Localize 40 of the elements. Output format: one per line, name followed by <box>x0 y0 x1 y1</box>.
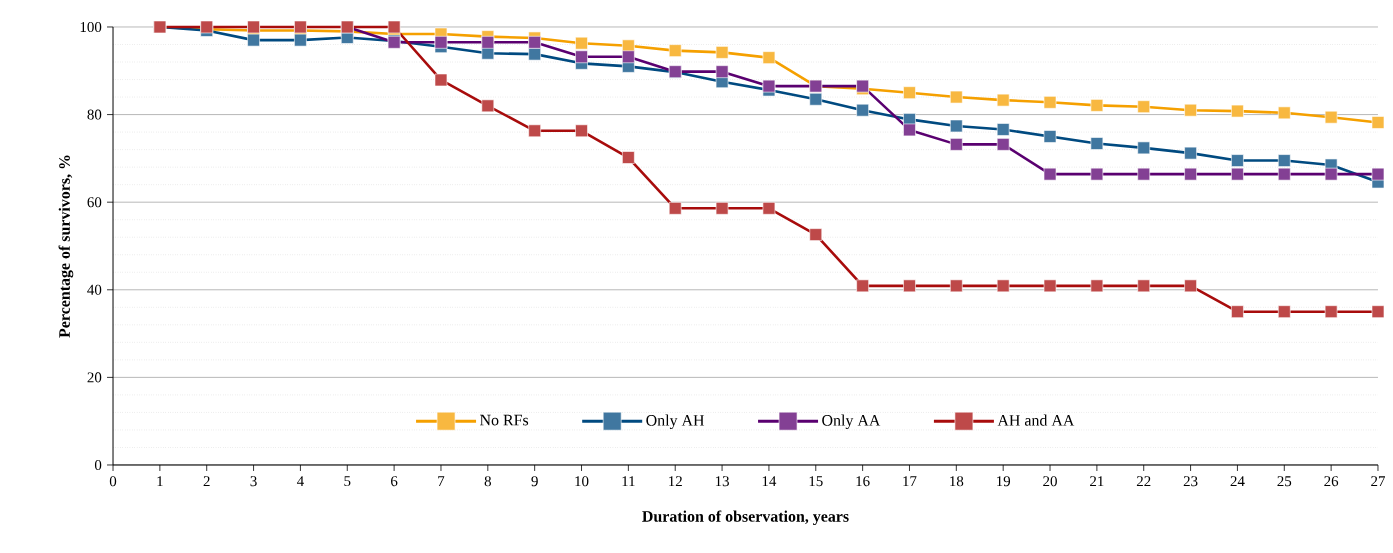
x-tick-label: 25 <box>1277 476 1292 487</box>
y-tick-label: 20 <box>87 372 102 383</box>
y-tick-label: 0 <box>94 459 102 471</box>
legend-label: Only AA <box>822 414 881 430</box>
x-tick-label: 23 <box>1183 476 1198 487</box>
x-tick-label: 19 <box>997 476 1011 487</box>
x-tick-label: 17 <box>903 476 917 487</box>
x-axis-title: Duration of observation, years <box>642 510 849 526</box>
legend-label: No RFs <box>480 414 529 426</box>
y-tick-label: 100 <box>80 21 102 33</box>
x-tick-label: 8 <box>484 476 491 487</box>
x-tick-label: 6 <box>391 476 398 487</box>
x-tick-label: 11 <box>622 476 635 487</box>
x-tick-label: 27 <box>1371 476 1386 487</box>
y-tick-label: 60 <box>87 197 102 208</box>
x-tick-label: 21 <box>1090 476 1104 487</box>
x-tick-label: 13 <box>715 476 729 487</box>
x-tick-label: 4 <box>296 476 304 486</box>
x-tick-label: 12 <box>669 476 682 487</box>
y-tick-label: 80 <box>87 109 102 120</box>
x-tick-label: 26 <box>1324 476 1339 487</box>
x-tick-label: 20 <box>1043 476 1057 487</box>
x-tick-label: 1 <box>157 476 163 487</box>
x-tick-label: 22 <box>1136 476 1151 487</box>
x-tick-label: 10 <box>575 476 589 487</box>
x-tick-label: 2 <box>203 476 210 487</box>
x-tick-label: 0 <box>109 476 117 487</box>
x-tick-label: 9 <box>531 476 538 487</box>
x-tick-label: 7 <box>438 476 445 486</box>
legend-label: Only AH <box>646 414 705 430</box>
x-tick-label: 5 <box>344 476 351 487</box>
x-tick-label: 24 <box>1230 476 1245 487</box>
x-tick-label: 18 <box>950 476 964 487</box>
y-axis-title: Percentage of survivors, % <box>58 155 74 338</box>
x-tick-label: 14 <box>762 476 777 487</box>
x-tick-label: 3 <box>250 476 257 487</box>
x-tick-label: 16 <box>856 476 870 487</box>
y-tick-label: 40 <box>87 284 102 295</box>
legend-label: AH and AA <box>997 414 1075 426</box>
x-tick-label: 15 <box>809 476 823 487</box>
